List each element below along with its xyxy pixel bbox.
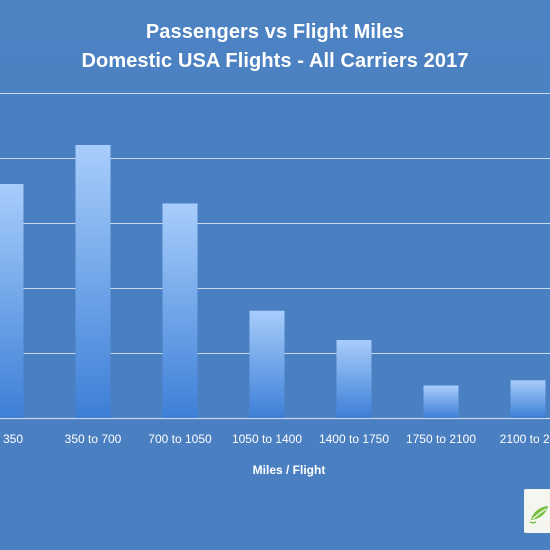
x-axis-label: Miles / Flight: [253, 463, 326, 477]
chart-title: Passengers vs Flight Miles Domestic USA …: [0, 18, 550, 76]
bar-6: [423, 385, 459, 418]
bar-2: [75, 145, 111, 418]
category-label-2: 350 to 700: [65, 432, 122, 446]
bar-5: [336, 340, 372, 418]
category-label-5: 1400 to 1750: [319, 432, 389, 446]
bar-1: [0, 184, 24, 418]
category-label-7: 2100 to 24: [500, 432, 550, 446]
category-label-1: er 350: [0, 432, 23, 446]
leaf-logo-icon: [529, 506, 548, 524]
category-labels: er 350 350 to 700 700 to 1050 1050 to 1400 1…: [0, 432, 550, 446]
bar-4: [249, 310, 285, 418]
bars: [0, 145, 546, 418]
category-label-4: 1050 to 1400: [232, 432, 302, 446]
chart-title-line-1: Passengers vs Flight Miles: [145, 21, 405, 43]
logo-badge: [524, 489, 550, 533]
category-label-6: 1750 to 2100: [406, 432, 476, 446]
category-label-3: 700 to 1050: [148, 432, 212, 446]
bar-7: [510, 380, 546, 418]
bar-3: [162, 203, 198, 418]
chart-title-line-2: Domestic USA Flights - All Carriers 2017: [81, 50, 469, 72]
